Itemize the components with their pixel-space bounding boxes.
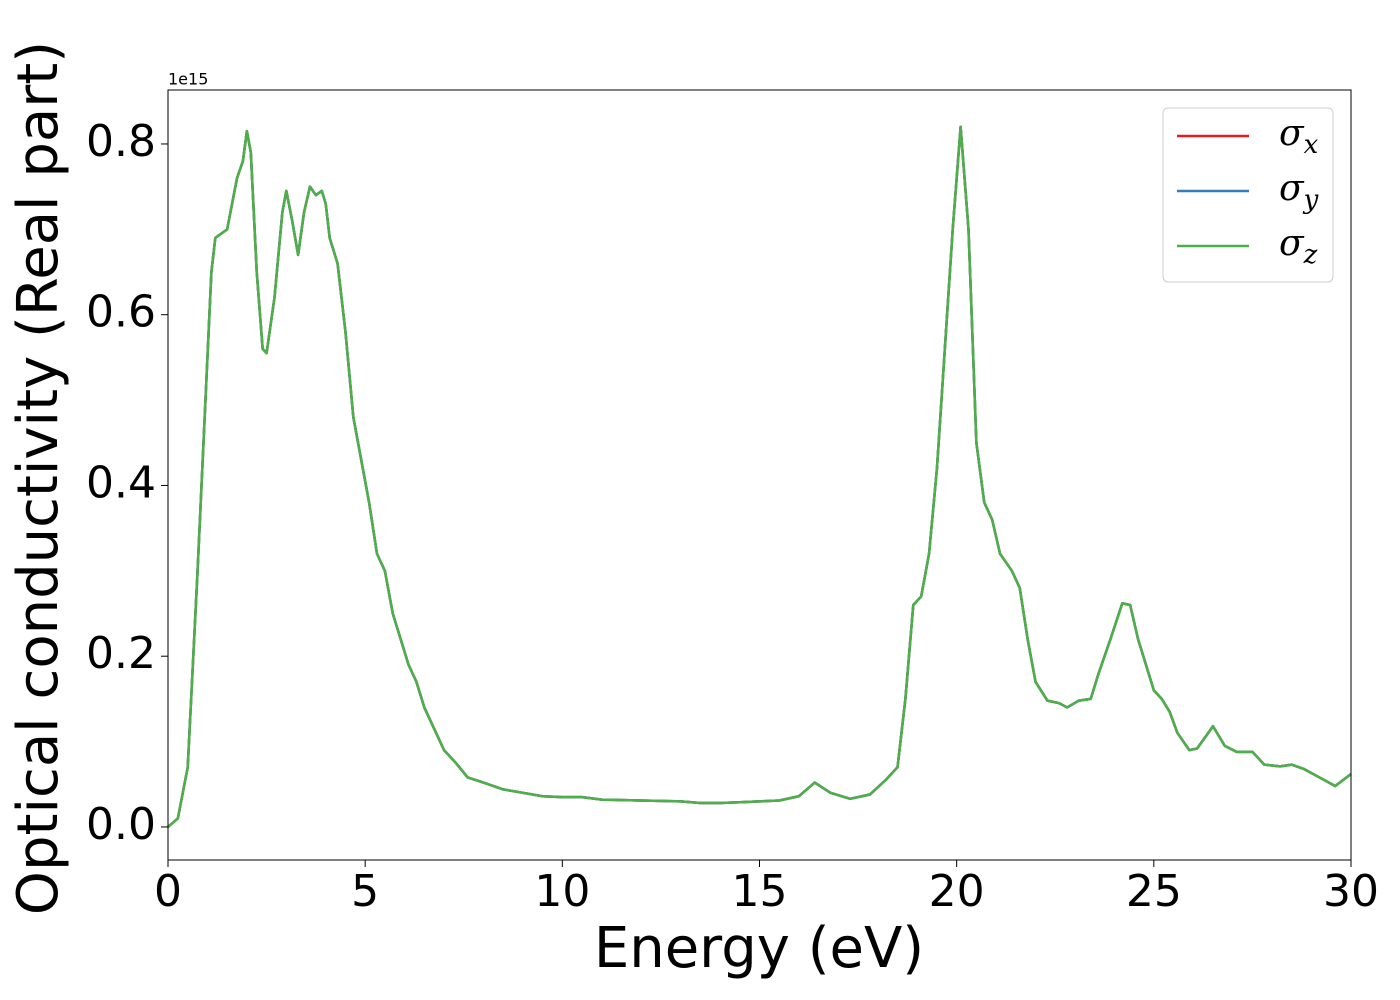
x-tick-label: 25 [1126, 866, 1182, 917]
x-tick-label: 10 [534, 866, 590, 917]
plot-frame [167, 89, 1352, 861]
y-tick-label: 0.0 [86, 799, 156, 850]
y-tick-label: 0.2 [86, 628, 156, 679]
x-tick-label: 20 [929, 866, 985, 917]
legend-label: σx [1279, 113, 1319, 160]
y-tick-label: 0.6 [86, 287, 156, 338]
x-tick-label: 15 [732, 866, 788, 917]
x-axis-label: Energy (eV) [594, 916, 924, 981]
legend-box [1162, 107, 1334, 283]
series-line [167, 125, 1352, 828]
legend-label: σz [1279, 223, 1318, 270]
y-tick-label: 0.4 [86, 457, 156, 508]
x-tick-label: 5 [351, 866, 379, 917]
x-tick-label: 0 [154, 866, 182, 917]
legend-label: σy [1279, 168, 1319, 215]
y-axis-label: Optical conductivity (Real part) [6, 41, 71, 915]
x-tick-label: 30 [1323, 866, 1379, 917]
y-tick-label: 0.8 [86, 116, 156, 167]
y-offset-text: 1e15 [168, 70, 208, 89]
